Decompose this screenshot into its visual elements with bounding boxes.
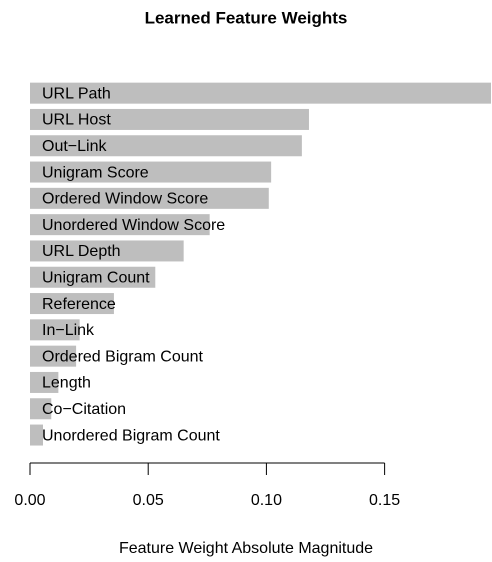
bar bbox=[30, 135, 302, 157]
bar bbox=[30, 424, 44, 446]
bar bbox=[30, 319, 80, 341]
bar bbox=[30, 293, 114, 315]
bar bbox=[30, 214, 210, 236]
bar-label: Unigram Count bbox=[42, 269, 150, 286]
bar bbox=[30, 240, 184, 262]
bar-label: URL Path bbox=[42, 85, 111, 102]
bar-label: URL Host bbox=[42, 112, 111, 129]
chart-title: Learned Feature Weights bbox=[145, 8, 348, 27]
bar bbox=[30, 345, 77, 367]
bar bbox=[30, 108, 309, 130]
x-tick-label: 0.15 bbox=[369, 492, 400, 509]
bar bbox=[30, 371, 59, 393]
x-axis-label: Feature Weight Absolute Magnitude bbox=[119, 540, 373, 557]
x-tick-label: 0.10 bbox=[251, 492, 282, 509]
bar bbox=[30, 266, 156, 288]
bar-label: Unordered Window Score bbox=[42, 217, 225, 234]
bar bbox=[30, 398, 52, 420]
bar-label: Unordered Bigram Count bbox=[42, 427, 220, 444]
bar-label: Reference bbox=[42, 296, 116, 313]
bar-label: Out−Link bbox=[42, 138, 107, 155]
bar-label: Co−Citation bbox=[42, 401, 126, 418]
bar-label: Length bbox=[42, 375, 91, 392]
bar-label: URL Depth bbox=[42, 243, 121, 260]
bar-label: Ordered Window Score bbox=[42, 191, 208, 208]
bar bbox=[30, 161, 272, 183]
bar bbox=[30, 187, 269, 209]
x-tick-label: 0.05 bbox=[133, 492, 164, 509]
bar bbox=[30, 82, 491, 104]
bar-label: Unigram Score bbox=[42, 164, 149, 181]
bar-label: In−Link bbox=[42, 322, 95, 339]
bar-label: Ordered Bigram Count bbox=[42, 348, 204, 365]
x-tick-label: 0.00 bbox=[14, 492, 45, 509]
